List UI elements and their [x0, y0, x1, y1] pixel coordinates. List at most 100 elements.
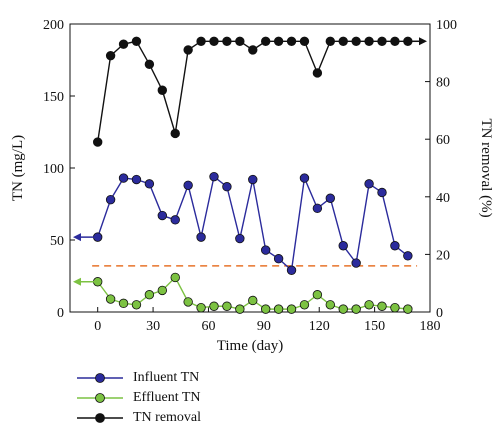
axis-arrow-head [419, 37, 427, 46]
legend-item-effluent: Effluent TN [75, 388, 201, 408]
legend-item-influent: Influent TN [75, 368, 201, 388]
data-point [92, 137, 103, 147]
data-point [170, 128, 180, 139]
data-point [105, 294, 116, 304]
axis-arrow-head [73, 277, 81, 286]
data-point [351, 304, 361, 314]
data-point [377, 36, 387, 46]
data-point [144, 59, 155, 70]
data-point [131, 36, 142, 46]
data-point [118, 173, 129, 183]
data-point [338, 304, 348, 314]
data-point [157, 210, 168, 221]
x-tick-label: 0 [94, 319, 101, 334]
data-point [235, 304, 245, 314]
data-point [351, 258, 361, 268]
legend-label-effluent: Effluent TN [133, 390, 201, 405]
data-point [403, 36, 413, 46]
legend-symbol-effluent [77, 393, 123, 403]
data-point [260, 304, 271, 314]
data-point [286, 304, 297, 314]
y-right-tick-label: 40 [436, 191, 450, 206]
x-tick-label: 180 [420, 319, 441, 334]
series-line [97, 40, 408, 143]
y-left-tick-label: 100 [43, 162, 64, 177]
x-tick-label: 30 [146, 319, 160, 334]
data-point [299, 36, 310, 46]
data-point [209, 36, 219, 46]
data-point [364, 36, 374, 46]
legend-symbol-removal [77, 413, 123, 423]
plot-frame [69, 23, 431, 313]
data-point [390, 302, 400, 313]
data-point [312, 68, 323, 78]
legend-label-removal: TN removal [133, 410, 202, 425]
y-left-axis-title: TN (mg/L) [10, 135, 26, 201]
data-point [196, 302, 206, 313]
x-tick-label: 150 [364, 319, 385, 334]
y-right-tick-label: 20 [436, 248, 450, 263]
data-point [338, 241, 348, 251]
x-tick-label: 120 [309, 319, 330, 334]
data-point [196, 232, 206, 242]
data-point [105, 50, 116, 61]
data-point [390, 36, 400, 46]
data-point [196, 36, 206, 46]
data-point [286, 265, 297, 275]
data-point [377, 301, 387, 311]
data-point [364, 179, 374, 189]
data-point [222, 182, 232, 192]
data-point [325, 300, 336, 310]
data-point [183, 297, 193, 307]
y-right-tick-label: 60 [436, 133, 450, 148]
data-point [248, 45, 258, 55]
data-point [248, 174, 258, 185]
data-point [364, 300, 374, 310]
legend: Influent TN Effluent TN TN removal [75, 368, 201, 428]
x-axis-title: Time (day) [217, 338, 284, 354]
y-right-tick-label: 100 [436, 18, 457, 33]
data-point [325, 36, 336, 46]
data-point [170, 272, 180, 283]
series-tn-removal [92, 36, 413, 147]
data-point [183, 45, 193, 55]
data-point [273, 36, 284, 46]
data-point [209, 301, 219, 311]
data-point [131, 174, 142, 185]
y-left-tick-label: 50 [50, 234, 64, 249]
data-point [157, 285, 168, 296]
data-point [118, 39, 129, 49]
data-point [157, 85, 168, 95]
data-point [299, 173, 310, 183]
data-point [118, 298, 129, 309]
data-point [273, 254, 284, 264]
data-point [235, 233, 245, 244]
y-left-tick-label: 0 [57, 306, 64, 321]
x-tick-label: 60 [201, 319, 215, 334]
data-point [312, 290, 323, 300]
series-effluent-tn [92, 272, 413, 314]
data-point [131, 300, 142, 310]
data-point [299, 300, 310, 310]
data-point [325, 193, 336, 203]
series-line [97, 175, 409, 272]
data-point [312, 203, 323, 214]
y-left-tick-label: 200 [43, 18, 64, 33]
x-tick-label: 90 [257, 319, 271, 334]
data-point [390, 241, 400, 251]
data-point [338, 36, 348, 46]
data-point [260, 36, 271, 46]
data-point [273, 304, 284, 314]
data-point [235, 36, 245, 46]
data-point [248, 295, 258, 306]
data-point [183, 180, 193, 190]
data-point [377, 187, 387, 198]
data-point [351, 36, 361, 46]
data-point [222, 301, 232, 311]
data-point [222, 36, 232, 46]
data-point [209, 171, 219, 182]
data-point [286, 36, 297, 46]
legend-item-removal: TN removal [75, 408, 201, 428]
data-point [144, 179, 155, 189]
